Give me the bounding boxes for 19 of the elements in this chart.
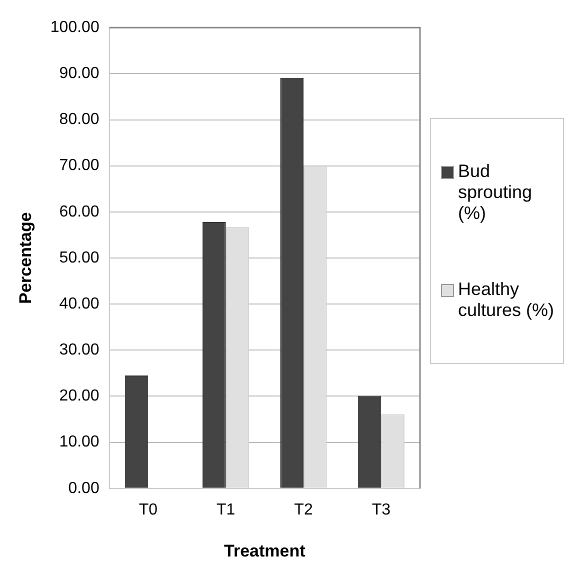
legend-label: Bud sprouting (%)	[458, 160, 534, 224]
y-tick-label: 10.00	[59, 434, 100, 451]
x-tick-label: T2	[294, 501, 313, 518]
x-axis-title: Treatment	[224, 541, 306, 560]
x-tick-label: T3	[372, 501, 391, 518]
y-tick-label: 40.00	[59, 295, 100, 312]
y-tick-label: 20.00	[59, 388, 100, 405]
x-tick-label: T0	[138, 501, 158, 518]
legend-label: Healthy cultures (%)	[458, 279, 556, 322]
x-tick-label: T1	[216, 501, 236, 518]
y-axis-title: Percentage	[16, 212, 35, 304]
y-tick-label: 50.00	[59, 249, 100, 266]
y-tick-label: 0.00	[68, 480, 100, 497]
y-tick-label: 90.00	[59, 65, 100, 82]
y-tick-label: 80.00	[59, 111, 100, 128]
y-tick-label: 70.00	[59, 157, 100, 174]
y-tick-label: 60.00	[59, 203, 100, 220]
y-tick-label: 30.00	[59, 342, 100, 359]
y-tick-label: 100.00	[50, 19, 100, 36]
